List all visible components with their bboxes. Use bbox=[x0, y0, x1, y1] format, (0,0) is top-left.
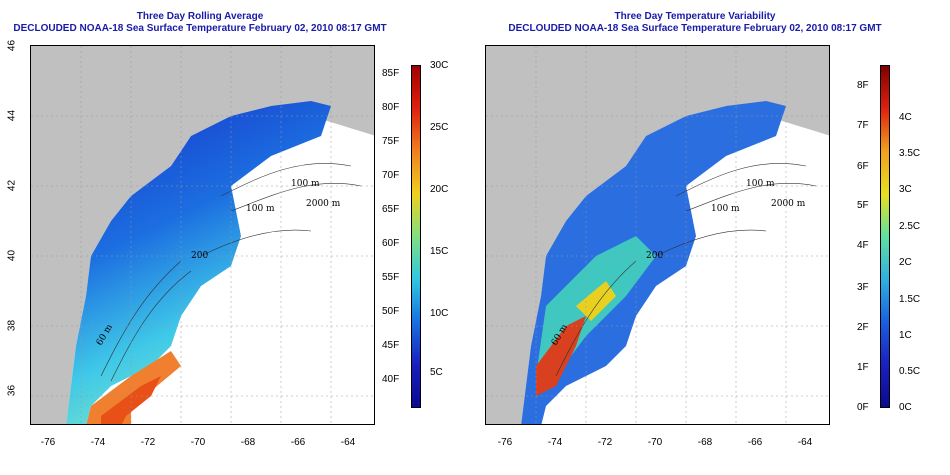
lat-tick: 40 bbox=[6, 249, 18, 262]
lat-lon-grid bbox=[486, 46, 829, 424]
colorbar-f-label: 80F bbox=[382, 102, 400, 113]
lat-tick: 46 bbox=[6, 39, 18, 52]
left-sst-map: 100 m 100 m 2000 m 200 60 m bbox=[30, 45, 375, 425]
colorbar-c-label: 0.5C bbox=[899, 366, 921, 377]
colorbar-c-label: 3C bbox=[899, 184, 912, 195]
lon-tick: -74 bbox=[90, 437, 106, 448]
variability-panel: Three Day Temperature Variability DECLOU… bbox=[475, 0, 950, 475]
colorbar-f-label: 85F bbox=[382, 68, 400, 79]
contour-label: 100 m bbox=[246, 204, 275, 214]
lon-tick: -72 bbox=[597, 437, 613, 448]
colorbar-f-label: 4F bbox=[857, 240, 869, 251]
lon-tick: -70 bbox=[190, 437, 206, 448]
colorbar-c-label: 3.5C bbox=[899, 148, 921, 159]
colorbar-c-label: 5C bbox=[430, 367, 443, 378]
lon-tick: -72 bbox=[140, 437, 156, 448]
contour-label: 2000 m bbox=[306, 199, 341, 209]
rolling-average-panel: Three Day Rolling Average DECLOUDED NOAA… bbox=[6, 11, 449, 448]
variability-colorbar bbox=[880, 65, 890, 408]
colorbar-c-label: 25C bbox=[430, 122, 449, 133]
colorbar-c-label: 15C bbox=[430, 246, 449, 257]
colorbar-f-label: 65F bbox=[382, 204, 400, 215]
colorbar-c-label: 0C bbox=[899, 402, 912, 413]
lon-tick: -74 bbox=[547, 437, 563, 448]
lon-tick: -70 bbox=[647, 437, 663, 448]
lon-tick: -68 bbox=[240, 437, 256, 448]
nova-scotia bbox=[736, 56, 829, 116]
lon-tick: -66 bbox=[747, 437, 763, 448]
left-title: Three Day Rolling Average bbox=[136, 11, 264, 22]
variability-ocean-field bbox=[521, 101, 786, 424]
right-variability-map: 100 m 100 m 2000 m 200 60 m bbox=[485, 45, 830, 425]
lat-tick: 38 bbox=[6, 319, 18, 332]
lat-lon-grid bbox=[31, 46, 374, 424]
contour-label: 100 m bbox=[746, 179, 775, 189]
lon-tick: -76 bbox=[497, 437, 513, 448]
peak-variability bbox=[536, 316, 586, 396]
lat-tick: 42 bbox=[6, 179, 18, 192]
lat-tick: 36 bbox=[6, 384, 18, 397]
contour-label: 2000 m bbox=[771, 199, 806, 209]
colorbar-f-label: 8F bbox=[857, 80, 869, 91]
lat-tick: 44 bbox=[6, 109, 18, 122]
colorbar-f-label: 0F bbox=[857, 402, 869, 413]
colorbar-c-label: 1C bbox=[899, 330, 912, 341]
colorbar-f-label: 55F bbox=[382, 272, 400, 283]
colorbar-f-label: 7F bbox=[857, 120, 869, 131]
bathymetry-contours bbox=[100, 163, 362, 382]
land-mass bbox=[486, 46, 829, 424]
left-subtitle: DECLOUDED NOAA-18 Sea Surface Temperatur… bbox=[13, 23, 387, 34]
gulf-stream-warm bbox=[86, 351, 181, 424]
colorbar-f-label: 70F bbox=[382, 170, 400, 181]
sst-ocean-field bbox=[66, 101, 331, 424]
colorbar-f-label: 1F bbox=[857, 362, 869, 373]
land-mass bbox=[31, 46, 374, 424]
colorbar-f-label: 45F bbox=[382, 340, 400, 351]
lon-tick: -68 bbox=[697, 437, 713, 448]
nova-scotia bbox=[281, 56, 374, 116]
colorbar-f-label: 75F bbox=[382, 136, 400, 147]
colorbar-f-label: 40F bbox=[382, 374, 400, 385]
contour-label: 100 m bbox=[711, 204, 740, 214]
lon-tick: -64 bbox=[340, 437, 356, 448]
lon-tick: -64 bbox=[797, 437, 813, 448]
lon-tick: -76 bbox=[40, 437, 56, 448]
right-subtitle: DECLOUDED NOAA-18 Sea Surface Temperatur… bbox=[508, 23, 882, 34]
colorbar-c-label: 20C bbox=[430, 184, 449, 195]
colorbar-c-label: 2.5C bbox=[899, 221, 921, 232]
colorbar-f-label: 2F bbox=[857, 322, 869, 333]
contour-label: 100 m bbox=[291, 179, 320, 189]
colorbar-f-label: 60F bbox=[382, 238, 400, 249]
gulf-stream-core bbox=[101, 376, 161, 424]
colorbar-f-label: 3F bbox=[857, 282, 869, 293]
bathymetry-contours bbox=[555, 163, 817, 377]
contour-label: 200 bbox=[646, 251, 663, 261]
colorbar-c-label: 2C bbox=[899, 257, 912, 268]
colorbar-f-label: 6F bbox=[857, 161, 869, 172]
colorbar-c-label: 10C bbox=[430, 308, 449, 319]
right-title: Three Day Temperature Variability bbox=[614, 11, 776, 22]
sst-colorbar bbox=[411, 65, 421, 408]
colorbar-f-label: 50F bbox=[382, 306, 400, 317]
colorbar-c-label: 30C bbox=[430, 60, 449, 71]
colorbar-f-label: 5F bbox=[857, 200, 869, 211]
colorbar-c-label: 1.5C bbox=[899, 294, 921, 305]
colorbar-c-label: 4C bbox=[899, 112, 912, 123]
lon-tick: -66 bbox=[290, 437, 306, 448]
contour-label: 200 bbox=[191, 251, 208, 261]
